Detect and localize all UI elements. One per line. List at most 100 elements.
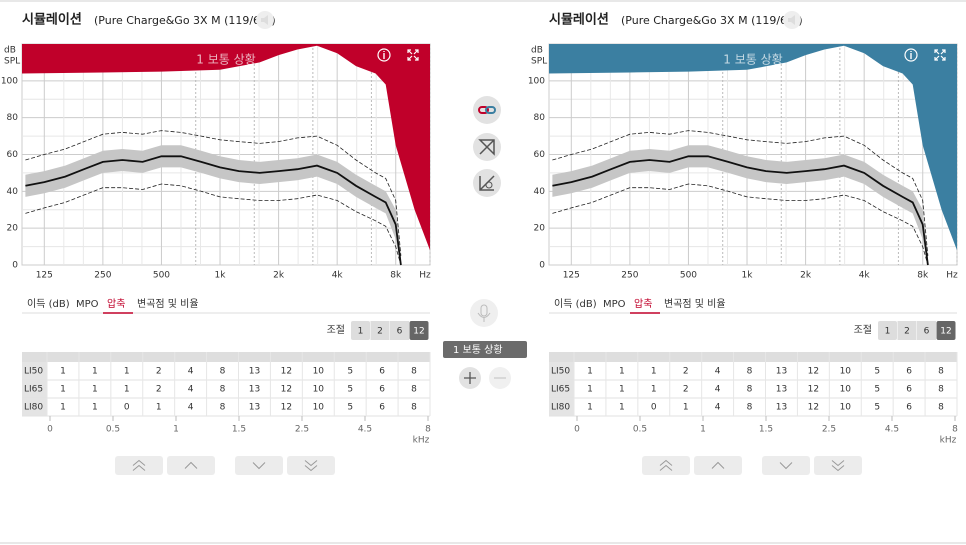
table-header [549, 352, 957, 362]
adjust-button[interactable] [370, 321, 390, 340]
adjust-button[interactable] [351, 321, 370, 340]
adjust-label: 조절 [854, 323, 872, 336]
table-cell: 1 [124, 385, 130, 395]
y-tick-label: 100 [1, 76, 18, 86]
khz-tick-label: 8 [425, 425, 431, 435]
adjust-button[interactable] [390, 321, 409, 340]
expand-glyph [934, 49, 946, 61]
adjust-button[interactable] [878, 321, 897, 340]
khz-tick-label: 1 [700, 425, 706, 435]
table-cell: 6 [379, 403, 385, 413]
table-cell: 6 [379, 367, 385, 377]
khz-tick-label: 1 [173, 425, 179, 435]
tab[interactable]: 변곡점 및 비율 [137, 298, 199, 310]
table-cell: 12 [808, 367, 819, 377]
step-button[interactable] [167, 456, 215, 475]
khz-tick-label: 2.5 [822, 425, 836, 435]
adjust-option: 2 [904, 327, 910, 337]
table-cell: 10 [840, 367, 852, 377]
tab[interactable]: 압축 [107, 297, 125, 310]
speaker-button[interactable] [783, 11, 801, 29]
row-header [22, 398, 47, 416]
tab[interactable]: MPO [603, 299, 626, 310]
info-circle [377, 48, 391, 62]
table-cell: 1 [60, 367, 66, 377]
y-tick-label: 60 [534, 150, 546, 160]
y-tick-label: 80 [534, 113, 546, 123]
adjust-button[interactable] [409, 321, 429, 340]
table-cell: 4 [188, 385, 194, 395]
tab[interactable]: 이득 (dB) [554, 298, 597, 310]
row-label: LI50 [24, 367, 43, 377]
table-cell: 12 [281, 385, 292, 395]
step-button[interactable] [642, 456, 690, 475]
table-cell: 8 [411, 367, 417, 377]
row-header [22, 362, 47, 380]
info-button[interactable] [377, 48, 391, 62]
step-chevron [304, 460, 318, 467]
table-cell: 1 [651, 367, 657, 377]
step-button[interactable] [762, 456, 810, 475]
table-cell: 8 [938, 403, 944, 413]
khz-tick-label: 4.5 [885, 425, 899, 435]
table-cell: 2 [683, 385, 689, 395]
range-line [552, 183, 929, 266]
table-cell: 8 [938, 385, 944, 395]
adjust-button[interactable] [897, 321, 917, 340]
expand-button[interactable] [407, 49, 419, 61]
y-tick-label: 80 [7, 113, 19, 123]
x-tick-label: 1k [215, 271, 227, 281]
step-button[interactable] [814, 456, 862, 475]
table-cell: 1 [587, 385, 593, 395]
step-button[interactable] [115, 456, 163, 475]
step-button[interactable] [235, 456, 283, 475]
row-header [549, 398, 574, 416]
speaker-icon [788, 15, 795, 25]
y-tick-label: 20 [7, 224, 19, 234]
info-circle [904, 48, 918, 62]
mic-button[interactable] [470, 299, 498, 327]
table-cell: 10 [313, 385, 325, 395]
expand-button[interactable] [934, 49, 946, 61]
tab[interactable]: 압축 [634, 297, 652, 310]
tab[interactable]: 변곡점 및 비율 [664, 298, 726, 310]
table-cell: 1 [587, 367, 593, 377]
row-label: LI65 [551, 385, 570, 395]
y-tick-label: 40 [534, 187, 546, 197]
khz-tick-label: 0 [574, 425, 580, 435]
adjust-button[interactable] [917, 321, 936, 340]
scene-chip[interactable] [443, 341, 527, 358]
table-cell: 8 [747, 367, 753, 377]
table-cell: 2 [156, 367, 162, 377]
remove-button[interactable] [489, 367, 511, 389]
table-cell: 12 [281, 367, 292, 377]
row-header [549, 362, 574, 380]
x-tick-label: 2k [273, 271, 285, 281]
tab[interactable]: 이득 (dB) [27, 298, 70, 310]
adjust-button[interactable] [936, 321, 956, 340]
step-button-bg [694, 456, 742, 475]
info-button[interactable] [904, 48, 918, 62]
panel-title: 시뮬레이션 [22, 12, 82, 28]
step-button[interactable] [287, 456, 335, 475]
y-axis-label: SPL [531, 57, 547, 67]
table-cell: 13 [249, 367, 260, 377]
step-button-bg [235, 456, 283, 475]
tab[interactable]: MPO [76, 299, 99, 310]
table-cell: 1 [651, 385, 657, 395]
khz-tick-label: 4.5 [358, 425, 372, 435]
row-label: LI80 [24, 403, 43, 413]
copy-left-button[interactable] [473, 133, 501, 161]
table-cell: 12 [281, 403, 292, 413]
copy-right-button[interactable] [473, 169, 501, 197]
khz-tick-label: 1.5 [759, 425, 773, 435]
y-axis-label: dB [4, 46, 16, 56]
table-cell: 4 [188, 403, 194, 413]
scene-overlay: 1 보통 상황 [196, 53, 255, 67]
table-cell: 8 [747, 403, 753, 413]
speaker-button[interactable] [256, 11, 274, 29]
add-button[interactable] [459, 367, 481, 389]
x-tick-label: 125 [36, 271, 53, 281]
step-button[interactable] [694, 456, 742, 475]
link-button[interactable] [473, 96, 501, 124]
